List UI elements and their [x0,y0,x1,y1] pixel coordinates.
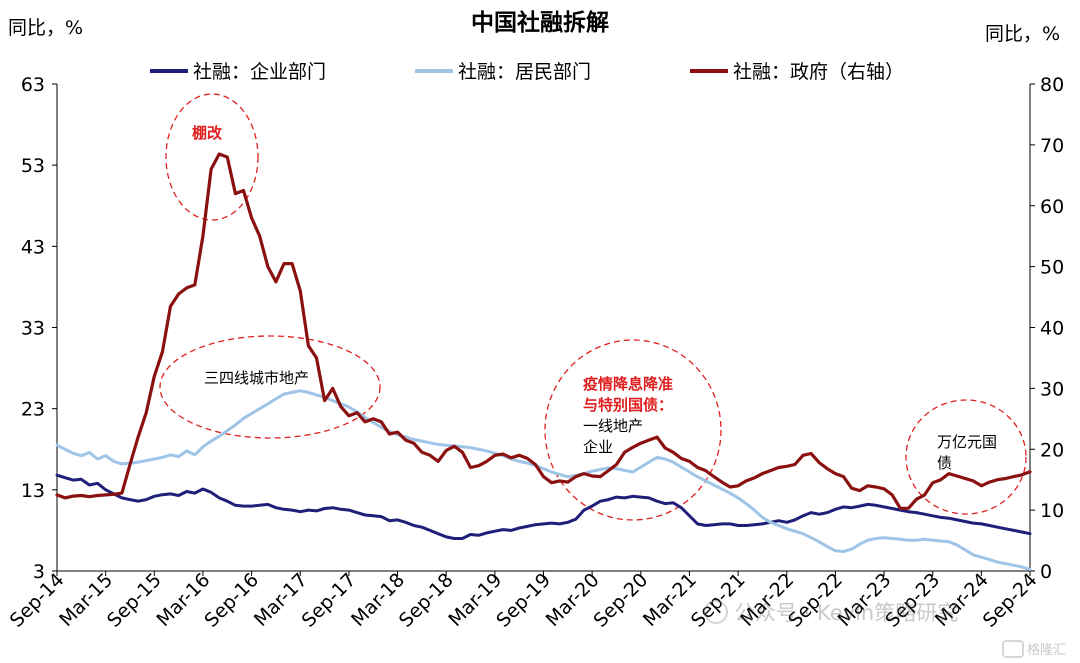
y-right-ticks: 80 70 60 50 40 30 20 10 0 [1030,74,1064,583]
annotation-trillion-line1: 万亿元国 [937,433,997,451]
watermark-logo-text: 格隆汇 [1027,642,1066,658]
watermark-logo-icon [704,600,728,624]
annotation-ellipse-tier34 [159,335,381,439]
y-right-tick-label: 10 [1040,500,1064,522]
annotation-trillion-line2: 债 [937,454,952,472]
chart-title: 中国社融拆解 [471,9,609,36]
annotation-covid-line2: 与特别国债： [583,396,673,414]
series-line-1 [55,389,1032,571]
y-right-label: 同比，% [985,23,1060,45]
series-line-0 [55,473,1032,540]
y-left-tick-label: 63 [21,74,45,96]
annotation-ellipse-trillion [905,399,1027,515]
y-left-tick-label: 3 [33,561,45,583]
x-tick-label: Sep-17 [298,569,361,632]
y-right-tick-label: 50 [1040,257,1064,279]
y-right-tick-label: 30 [1040,378,1064,400]
y-right-tick-label: 0 [1040,561,1052,583]
legend-label-enterprise: 社融：企业部门 [193,61,326,83]
y-left-tick-label: 13 [21,480,45,502]
watermark-text: 公众号 · Kevin策略研究 [734,601,958,625]
y-right-tick-label: 20 [1040,439,1064,461]
annotation-tier34: 三四线城市地产 [204,369,309,387]
legend: 社融：企业部门 社融：居民部门 社融：政府（右轴） [150,61,904,83]
x-tick-label: Sep-24 [979,569,1042,632]
x-tick-label: Sep-18 [395,569,458,632]
y-right-tick-label: 80 [1040,74,1064,96]
y-left-ticks: 63 53 43 33 23 13 3 [21,74,57,583]
annotation-covid-line1: 疫情降息降准 [583,375,673,393]
series-layer [55,152,1032,571]
annotation-tier1-line1: 一线地产 [583,417,643,435]
y-left-tick-label: 33 [21,318,45,340]
y-right-tick-label: 60 [1040,196,1064,218]
y-left-tick-label: 23 [21,399,45,421]
y-left-tick-label: 43 [21,236,45,258]
annotation-ellipse-covid [544,339,722,521]
y-left-label: 同比，% [8,17,83,39]
x-tick-label: Sep-20 [590,569,653,632]
y-left-tick-label: 53 [21,155,45,177]
x-tick-label: Sep-16 [200,569,263,632]
x-tick-label: Sep-15 [103,569,166,632]
x-tick-label: Sep-19 [492,569,555,632]
legend-label-household: 社融：居民部门 [458,61,591,83]
watermark: 公众号 · Kevin策略研究 格隆汇 [704,600,1066,658]
annotation-ellipse-shantytown [165,93,259,221]
y-right-tick-label: 70 [1040,135,1064,157]
series-line-2 [55,152,1032,510]
y-right-tick-label: 40 [1040,318,1064,340]
watermark-badge-icon [1002,640,1024,658]
annotation-tier1-line2: 企业 [583,438,613,456]
legend-label-government: 社融：政府（右轴） [733,61,904,83]
annotation-shantytown: 棚改 [192,124,223,142]
